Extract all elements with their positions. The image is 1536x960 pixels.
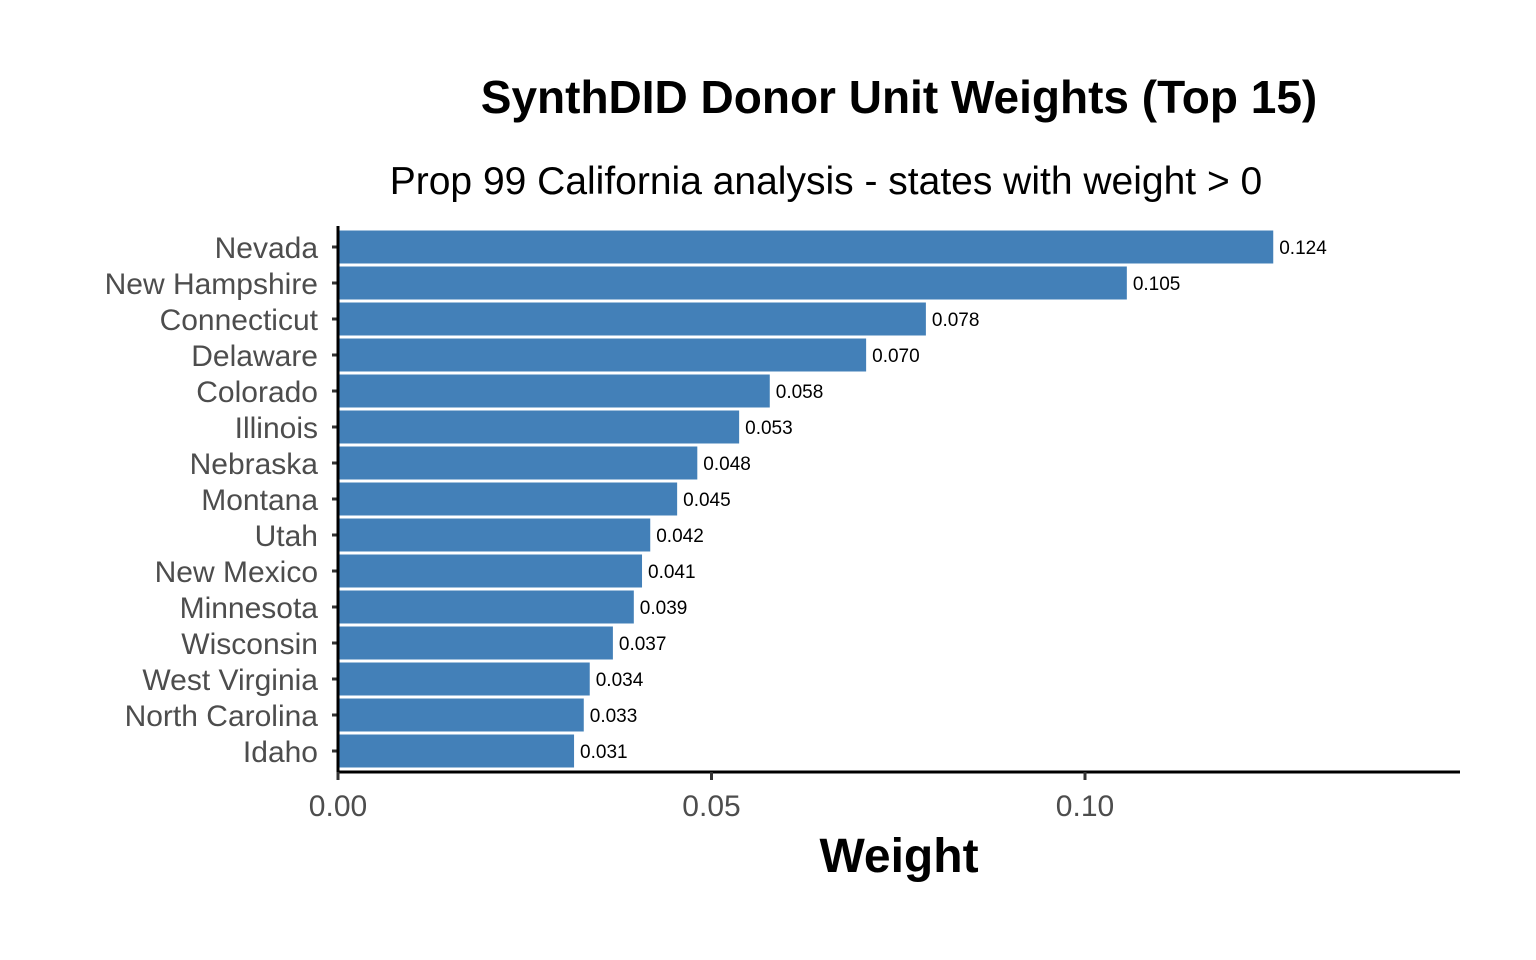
y-tick-label: New Hampshire [105,268,318,301]
bar [338,518,651,552]
bar-value-label: 0.070 [872,346,920,367]
y-tick-label: Idaho [243,736,318,769]
bar [338,374,770,408]
bar-value-label: 0.041 [648,562,696,583]
bar-value-label: 0.053 [745,418,793,439]
bar [338,554,643,588]
y-tick-label: West Virginia [142,664,318,697]
x-tick-label: 0.05 [682,790,740,823]
y-tick-label: Nebraska [190,448,319,481]
bar [338,446,698,480]
bar-value-label: 0.058 [776,382,824,403]
bar [338,410,740,444]
bar-value-label: 0.042 [656,526,704,547]
bar [338,230,1274,264]
y-tick-label: Nevada [215,232,319,265]
bar-value-label: 0.033 [590,706,638,727]
bar-value-label: 0.078 [932,310,980,331]
bar [338,734,575,768]
bar [338,590,634,624]
y-tick-label: Illinois [235,412,318,445]
x-tick-label: 0.00 [309,790,367,823]
y-tick-label: Delaware [191,340,318,373]
y-tick-label: Utah [255,520,318,553]
chart-title: SynthDID Donor Unit Weights (Top 15) [481,71,1317,123]
bar-value-label: 0.037 [619,634,667,655]
x-tick-label: 0.10 [1056,790,1114,823]
bar-value-label: 0.045 [683,490,731,511]
bar [338,482,678,516]
y-tick-label: Wisconsin [181,628,318,661]
y-tick-label: Connecticut [160,304,319,337]
bar [338,338,867,372]
chart-subtitle: Prop 99 California analysis - states wit… [390,160,1263,203]
y-tick-label: Montana [201,484,318,517]
y-tick-label: Colorado [196,376,318,409]
bar [338,626,613,660]
bar-value-label: 0.124 [1279,238,1327,259]
y-tick-label: New Mexico [155,556,318,589]
bars-group: 0.124 0.105 0.078 0.070 0.058 0.053 0.048 0.045… [338,230,1327,768]
bar-value-label: 0.034 [596,670,644,691]
bar-value-label: 0.031 [580,742,628,763]
x-axis-label: Weight [819,830,978,883]
y-tick-label: North Carolina [125,700,319,733]
bar [338,266,1127,300]
y-tick-label: Minnesota [180,592,319,625]
bar-value-label: 0.039 [640,598,688,619]
x-axis: 0.00 0.05 0.10 [309,770,1460,823]
bar-value-label: 0.105 [1133,274,1181,295]
bar [338,698,584,732]
bar [338,662,590,696]
bar [338,302,926,336]
bar-value-label: 0.048 [703,454,751,475]
